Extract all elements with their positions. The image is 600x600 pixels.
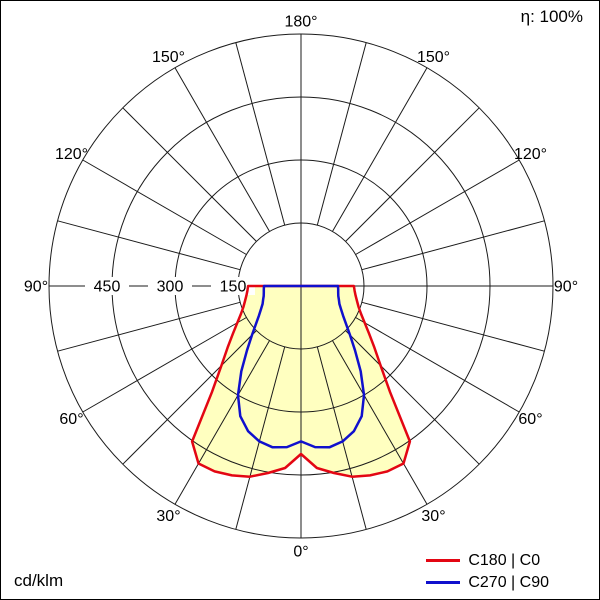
legend-line-c90-icon (426, 581, 461, 584)
grid-spoke (235, 42, 286, 226)
tick-label-bg (85, 277, 129, 295)
legend: C180 | C0 C270 | C90 (426, 551, 549, 592)
legend-item-c90: C270 | C90 (426, 573, 549, 592)
angle-label: 0° (293, 544, 308, 561)
grid-spoke (316, 42, 367, 226)
grid-spoke (82, 317, 247, 413)
unit-label: cd/klm (14, 571, 64, 590)
radial-tick-label: 150 (220, 279, 247, 296)
curve-0 (190, 284, 412, 478)
grid-spoke (235, 346, 286, 530)
efficiency-label: η: 100% (520, 7, 583, 26)
legend-label-c0: C180 | C0 (468, 551, 541, 569)
legend-item-c0: C180 | C0 (426, 551, 549, 570)
grid-spoke (355, 317, 520, 413)
angle-label: 60° (518, 411, 542, 428)
curve-1 (236, 284, 366, 449)
angle-label: 150° (417, 49, 450, 66)
angle-label: 120° (514, 146, 547, 163)
grid-spoke (361, 301, 545, 352)
grid-spoke (332, 67, 428, 232)
grid-spoke (174, 67, 270, 232)
angle-label: 60° (59, 411, 83, 428)
grid-spoke (345, 107, 480, 242)
grid-spoke (122, 107, 257, 242)
angle-label: 30° (421, 508, 445, 525)
grid-spoke (174, 340, 270, 505)
angle-label: 180° (284, 14, 317, 31)
grid-spoke (122, 330, 257, 465)
angle-label: 30° (156, 508, 180, 525)
grid-spoke (57, 220, 241, 271)
grid-spoke (57, 301, 241, 352)
legend-line-c0-icon (426, 559, 461, 562)
radial-tick-label: 450 (94, 279, 121, 296)
tick-label-bg (211, 277, 255, 295)
grid-spoke (361, 220, 545, 271)
grid-spoke (332, 340, 428, 505)
grid-spoke (82, 159, 247, 255)
angle-label: 150° (152, 49, 185, 66)
grid-spoke (316, 346, 367, 530)
legend-label-c90: C270 | C90 (468, 573, 549, 591)
angle-label: 90° (554, 279, 578, 296)
grid-spoke (355, 159, 520, 255)
radial-tick-label: 300 (157, 279, 184, 296)
grid-spoke (345, 330, 480, 465)
angle-label: 90° (24, 279, 48, 296)
tick-label-bg (148, 277, 192, 295)
angle-label: 120° (55, 146, 88, 163)
